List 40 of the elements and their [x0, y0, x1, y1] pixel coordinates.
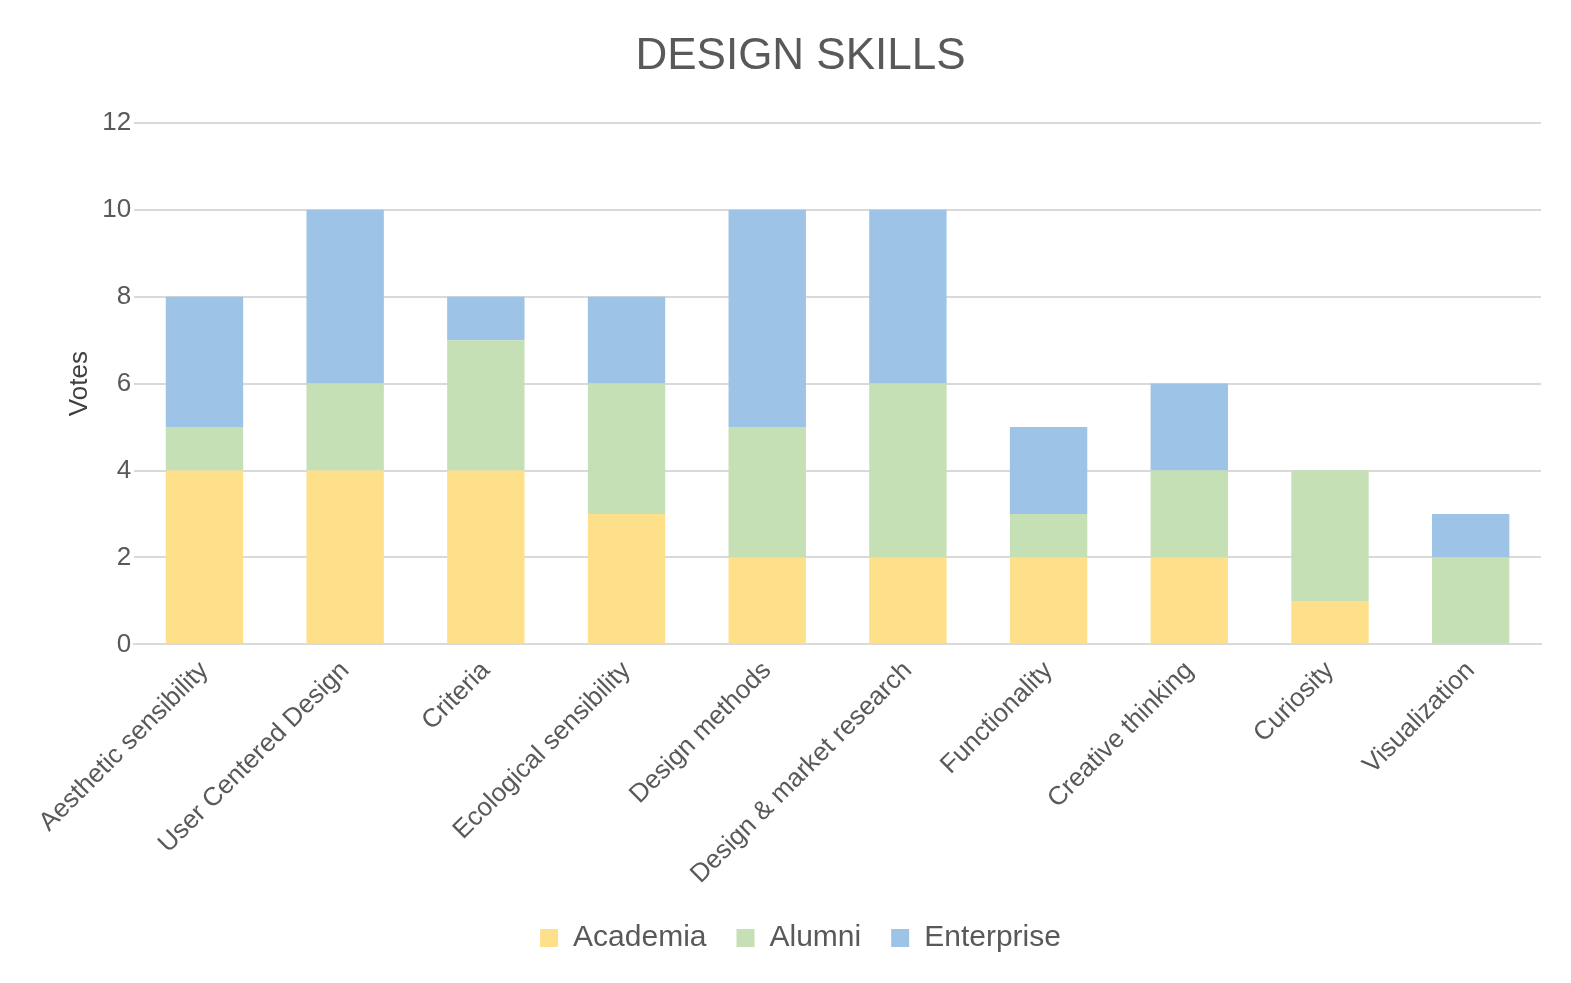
bar: [306, 209, 384, 384]
y-tick-label: 8: [116, 279, 132, 310]
bar: [306, 470, 384, 644]
y-tick-label: 0: [116, 627, 132, 658]
bar: [587, 514, 666, 644]
y-tick-label: 10: [102, 192, 132, 223]
bar: [165, 296, 244, 428]
bar: [869, 209, 947, 384]
bar: [1150, 470, 1228, 558]
bar: [1431, 557, 1510, 644]
legend-label: Enterprise: [924, 919, 1061, 953]
bar: [447, 340, 525, 471]
y-axis-title: Votes: [62, 351, 93, 417]
bar: [1009, 427, 1088, 515]
bar: [306, 383, 384, 471]
bar: [1291, 600, 1369, 644]
bar: [728, 209, 806, 428]
bar: [1009, 557, 1088, 644]
y-tick-label: 4: [116, 453, 132, 484]
bar: [728, 557, 806, 644]
bar: [587, 383, 666, 515]
legend-label: Academia: [573, 919, 707, 953]
bar: [1009, 514, 1088, 558]
bar: [1150, 557, 1228, 644]
bar: [869, 383, 947, 558]
y-tick-label: 2: [116, 540, 132, 571]
bar: [1291, 470, 1369, 601]
bar: [165, 427, 244, 471]
bar: [728, 427, 806, 558]
y-tick-label: 6: [116, 366, 132, 397]
bar: [587, 296, 666, 384]
bar: [165, 470, 244, 644]
bar: [447, 296, 525, 341]
bar: [869, 557, 947, 644]
legend-label: Alumni: [769, 919, 862, 953]
chart-title: DESIGN SKILLS: [635, 28, 966, 78]
bar: [1431, 514, 1510, 558]
y-tick-label: 12: [102, 105, 132, 136]
bar: [1150, 383, 1228, 471]
bar: [447, 470, 525, 644]
